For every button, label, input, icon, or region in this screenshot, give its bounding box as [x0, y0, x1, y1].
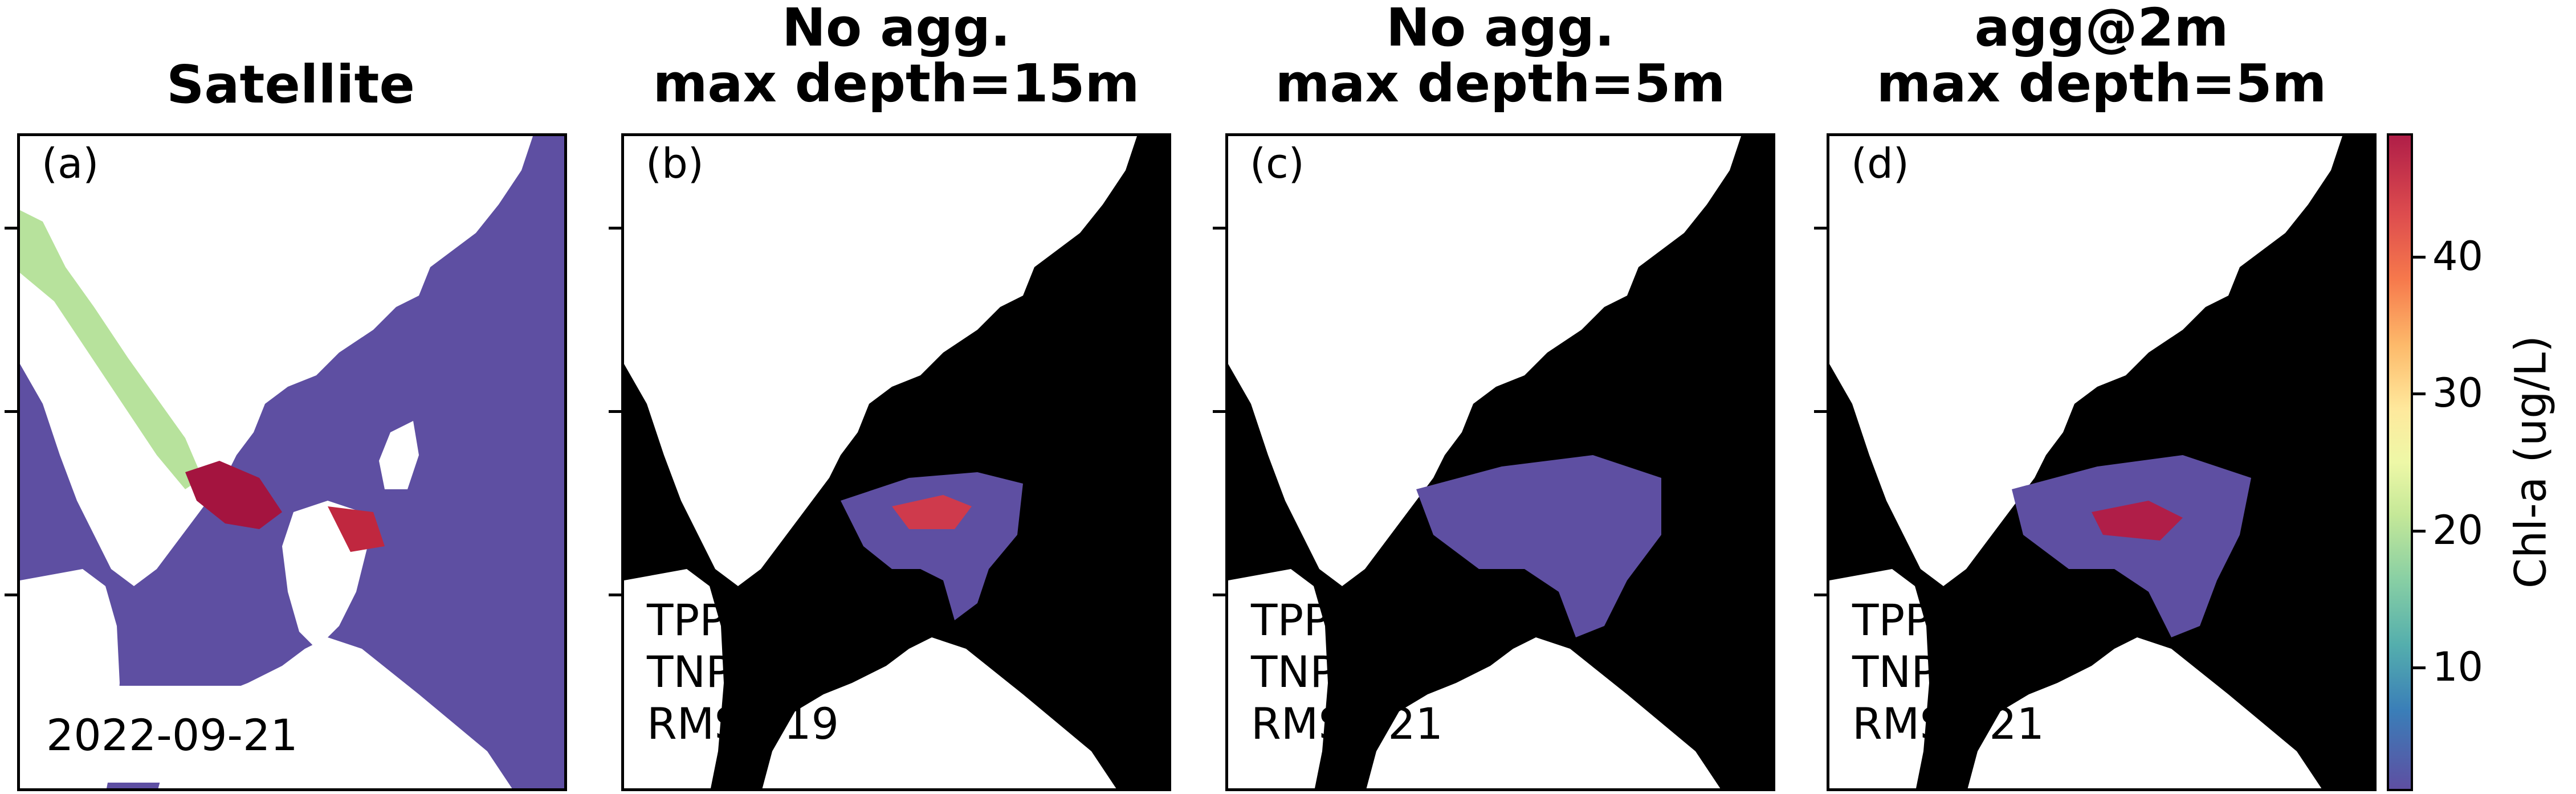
land-east-island	[379, 421, 419, 489]
panel-c-title: No agg. max depth=5m	[1225, 0, 1775, 112]
tick-left-d1	[1814, 227, 1827, 230]
panel-d-title-line1: agg@2m	[1974, 0, 2229, 58]
colorbar	[2387, 133, 2413, 791]
panel-b-title-line1: No agg.	[782, 0, 1010, 58]
tick-left-d3	[1814, 594, 1827, 596]
tick-left-c2	[1213, 410, 1225, 413]
date-box: 2022-09-21	[26, 686, 345, 783]
panel-c-tpp: TPP:0.26	[1251, 595, 1441, 645]
colorbar-label: Chl-a (ug/L)	[2505, 335, 2556, 589]
tick-left-1	[5, 227, 17, 230]
tick-left-3	[5, 594, 17, 596]
panel-c-title-line2: max depth=5m	[1275, 53, 1726, 114]
panel-b-tpp: TPP:0.10	[647, 595, 837, 645]
river-plume	[20, 210, 202, 489]
panel-b-label: (b)	[646, 140, 704, 187]
land-north	[20, 136, 533, 586]
tick-left-c1	[1213, 227, 1225, 230]
tick-left-b2	[609, 410, 621, 413]
tick-left-c3	[1213, 594, 1225, 596]
panel-a: (a) 2022-09-21	[17, 133, 567, 791]
panel-c-metrics: TPP:0.26 TNP:0.95 RMSE:21	[1251, 594, 1447, 750]
panel-a-label: (a)	[42, 140, 99, 187]
colorbar-tick-label: 30	[2432, 370, 2484, 417]
tick-left-b3	[609, 594, 621, 596]
panel-d-rmse: RMSE:21	[1852, 698, 2044, 749]
colorbar-tick-label: 40	[2432, 232, 2484, 280]
panel-b-rmse: RMSE:19	[647, 698, 839, 749]
colorbar-tick	[2413, 255, 2426, 259]
model-map-d	[1829, 136, 2342, 788]
colorbar-tick	[2413, 666, 2426, 670]
model-map-c	[1228, 136, 1741, 788]
colorbar-tick	[2413, 529, 2426, 533]
date-text: 2022-09-21	[46, 710, 298, 760]
panel-d-title: agg@2m max depth=5m	[1827, 0, 2377, 112]
tick-left-b1	[609, 227, 621, 230]
panel-a-title-line1: Satellite	[166, 54, 415, 115]
tick-left-d2	[1814, 410, 1827, 413]
panel-d: (d) TPP:0.24 TNP:0.96 RMSE:21	[1827, 133, 2377, 791]
panel-c-label: (c)	[1250, 140, 1305, 187]
tick-left-2	[5, 410, 17, 413]
panel-b-metrics: TPP:0.10 TNP:0.96 RMSE:19	[647, 594, 843, 750]
colorbar-tick-label: 20	[2432, 506, 2484, 554]
panel-d-label: (d)	[1851, 140, 1909, 187]
panel-c-tnp: TNP:0.95	[1251, 646, 1447, 697]
panel-d-title-line2: max depth=5m	[1876, 53, 2327, 114]
panel-b-title: No agg. max depth=15m	[621, 0, 1171, 112]
panel-c-title-line1: No agg.	[1386, 0, 1615, 58]
panel-c: (c) TPP:0.26 TNP:0.95 RMSE:21	[1225, 133, 1775, 791]
panel-b-title-line2: max depth=15m	[653, 53, 1140, 114]
panel-d-tpp: TPP:0.24	[1852, 595, 2042, 645]
panel-a-title: Satellite	[157, 57, 425, 113]
model-map-b	[624, 136, 1137, 788]
panel-d-metrics: TPP:0.24 TNP:0.96 RMSE:21	[1852, 594, 2048, 750]
panel-b: (b) TPP:0.10 TNP:0.96 RMSE:19	[621, 133, 1171, 791]
panel-c-rmse: RMSE:21	[1251, 698, 1443, 749]
panel-d-tnp: TNP:0.96	[1852, 646, 2048, 697]
colorbar-tick	[2413, 392, 2426, 396]
colorbar-tick-label: 10	[2432, 644, 2484, 691]
panel-b-tnp: TNP:0.96	[647, 646, 843, 697]
high-chl-patch-a	[185, 461, 282, 529]
high-chl-patch-b	[328, 506, 385, 552]
